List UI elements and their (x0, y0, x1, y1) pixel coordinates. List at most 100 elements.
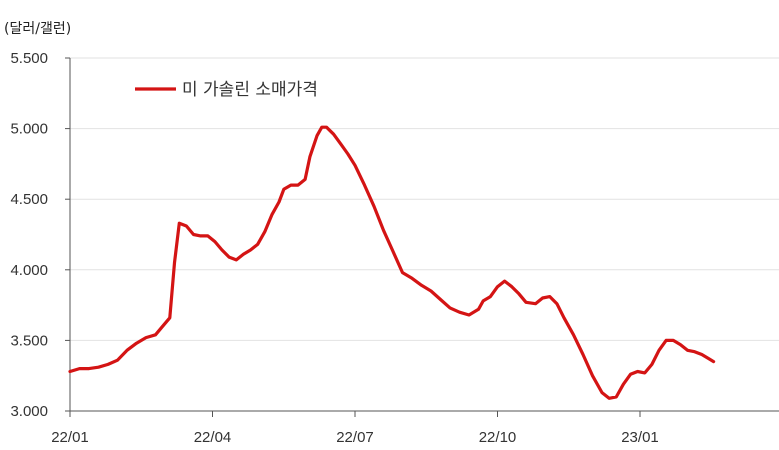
data-point (572, 334, 575, 336)
data-point (107, 363, 109, 365)
data-point (297, 184, 299, 186)
data-point (78, 368, 81, 370)
data-point (207, 235, 209, 237)
y-tick-label: 5.500 (10, 50, 48, 67)
data-point (173, 262, 176, 264)
data-point (116, 359, 119, 361)
x-tick-labels: 22/01 22/04 22/07 22/10 23/01 (51, 429, 659, 446)
data-point (278, 201, 280, 203)
data-point (420, 284, 423, 286)
data-point (468, 314, 470, 316)
data-point (713, 361, 715, 363)
data-point (97, 366, 100, 368)
data-point (549, 296, 551, 298)
data-point (591, 375, 594, 377)
data-point (290, 184, 292, 186)
data-point (542, 297, 544, 299)
y-tick-label: 4.000 (10, 262, 48, 279)
data-point (88, 368, 90, 370)
axes (65, 57, 779, 417)
legend: 미 가솔린 소매가격 (135, 80, 318, 100)
x-tick-label: 22/04 (194, 429, 232, 446)
data-point (69, 370, 71, 373)
data-point (694, 351, 696, 353)
data-point (525, 301, 527, 303)
data-point (325, 126, 328, 128)
data-point (145, 337, 147, 339)
data-point (363, 184, 366, 186)
data-point (658, 349, 660, 351)
data-point (686, 349, 689, 351)
data-point (458, 311, 461, 313)
data-point (340, 143, 342, 145)
data-point (518, 293, 520, 295)
data-point (430, 290, 432, 292)
data-point (347, 153, 349, 155)
data-point (354, 164, 356, 166)
data-point (271, 214, 273, 216)
data-point (373, 205, 375, 207)
data-point (601, 392, 603, 394)
data-point (242, 253, 244, 255)
data-point (126, 349, 128, 351)
data-point (629, 373, 632, 375)
data-point (214, 241, 216, 243)
data-point (622, 383, 625, 385)
data-point (309, 156, 311, 158)
data-point (321, 126, 323, 128)
data-point (477, 308, 480, 310)
data-point (382, 229, 385, 231)
series-line-gasoline-price (68, 125, 716, 400)
data-point (504, 280, 506, 282)
data-point (221, 249, 223, 251)
data-point (615, 396, 617, 398)
data-point (154, 334, 157, 336)
data-point (489, 296, 491, 298)
data-point (665, 339, 667, 341)
data-point (392, 250, 394, 252)
y-tick-label: 3.500 (10, 332, 48, 349)
data-point (192, 233, 195, 236)
data-point (401, 272, 404, 274)
data-point (178, 222, 180, 224)
legend-label: 미 가솔린 소매가격 (182, 80, 318, 100)
data-point (185, 225, 187, 227)
data-point (200, 235, 202, 237)
data-point (582, 353, 584, 356)
x-tick-label: 22/07 (336, 429, 374, 446)
data-point (162, 325, 164, 327)
data-point (672, 339, 674, 341)
data-point (608, 397, 610, 399)
data-point (449, 307, 451, 309)
data-point (411, 277, 413, 279)
data-point (169, 317, 171, 319)
data-point (563, 317, 565, 319)
data-point (637, 370, 639, 373)
data-point (316, 135, 318, 137)
data-point (511, 286, 513, 288)
y-tick-labels: 5.500 5.000 4.500 4.000 3.500 3.000 (10, 50, 48, 420)
data-point (135, 342, 138, 344)
data-point (708, 358, 710, 360)
grid-lines (70, 57, 779, 341)
y-axis-unit-label: (달러/갤런) (4, 21, 72, 37)
data-point (439, 298, 442, 301)
data-point (496, 286, 499, 288)
y-tick-label: 4.500 (10, 191, 48, 208)
data-point (644, 372, 646, 374)
data-point (701, 353, 703, 356)
data-point (482, 300, 484, 302)
data-point (283, 188, 285, 190)
data-point (257, 243, 259, 245)
data-point (679, 344, 682, 346)
y-tick-label: 5.000 (10, 121, 48, 138)
series-layer (68, 125, 716, 400)
x-tick-label: 22/10 (479, 429, 517, 446)
data-point (235, 259, 237, 261)
x-tick-label: 23/01 (621, 429, 659, 446)
data-point (534, 303, 537, 305)
data-point (304, 178, 306, 180)
data-point (556, 303, 558, 305)
data-point (264, 231, 266, 233)
